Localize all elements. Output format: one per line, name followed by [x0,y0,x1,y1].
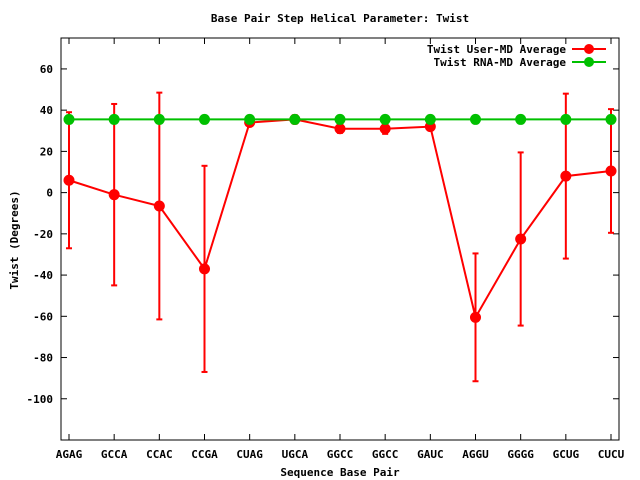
y-tick-label: 40 [40,104,53,117]
data-point [515,113,527,125]
series-1 [63,113,617,125]
data-point [199,113,210,125]
plot-area: -100 -80 -60 -40 -20 0 20 40 60 AGAG GCCA CCAC CCGA C… [27,37,625,461]
x-tick-label: GAUC [417,448,444,461]
x-tick-label: GCCA [101,448,128,461]
x-tick-label: CCAC [146,448,173,461]
data-point [470,113,481,125]
data-point [379,113,391,125]
y-tick-label: 20 [40,145,53,158]
x-tick-label: UGCA [282,448,309,461]
data-point [334,113,346,125]
data-point [108,189,120,201]
data-point [334,123,346,135]
legend-label: Twist RNA-MD Average [434,56,567,69]
y-axis-label: Twist (Degrees) [8,190,21,289]
y-tick-label: -40 [33,269,53,282]
data-point [289,113,301,125]
x-tick-label: GGCC [327,448,354,461]
x-tick-label: GCUG [553,448,580,461]
y-tick-label: -20 [33,228,53,241]
legend-marker [584,57,594,67]
data-point [470,311,481,323]
data-point [379,123,391,135]
x-tick-label: GGCC [372,448,399,461]
legend-marker [584,44,594,54]
x-tick-label: CUCU [598,448,625,461]
x-axis-label: Sequence Base Pair [280,466,400,479]
data-point [605,113,617,125]
chart-title: Base Pair Step Helical Parameter: Twist [211,12,469,25]
data-point [515,233,527,245]
series-line [68,118,612,321]
data-point [244,113,256,125]
data-point [108,113,120,125]
data-point [560,170,572,182]
x-tick-label: GGGG [507,448,534,461]
data-point [153,113,165,125]
y-tick-label: -100 [27,393,54,406]
x-tick-label: AGGU [462,448,489,461]
y-tick-label: 60 [40,63,53,76]
data-point [63,113,75,125]
y-tick-label: 0 [46,187,53,200]
data-point [199,263,210,275]
data-point [63,174,75,186]
y-tick-label: -80 [33,352,53,365]
x-tick-label: CCGA [191,448,218,461]
data-point [560,113,572,125]
y-tick-label: -60 [33,310,53,323]
plot-frame [60,37,620,441]
x-tick-label: AGAG [56,448,83,461]
x-tick-label: CUAG [236,448,263,461]
data-point [605,165,617,177]
data-point [153,200,165,212]
legend-label: Twist User-MD Average [427,43,566,56]
series-0 [63,91,617,383]
data-point [424,113,436,125]
